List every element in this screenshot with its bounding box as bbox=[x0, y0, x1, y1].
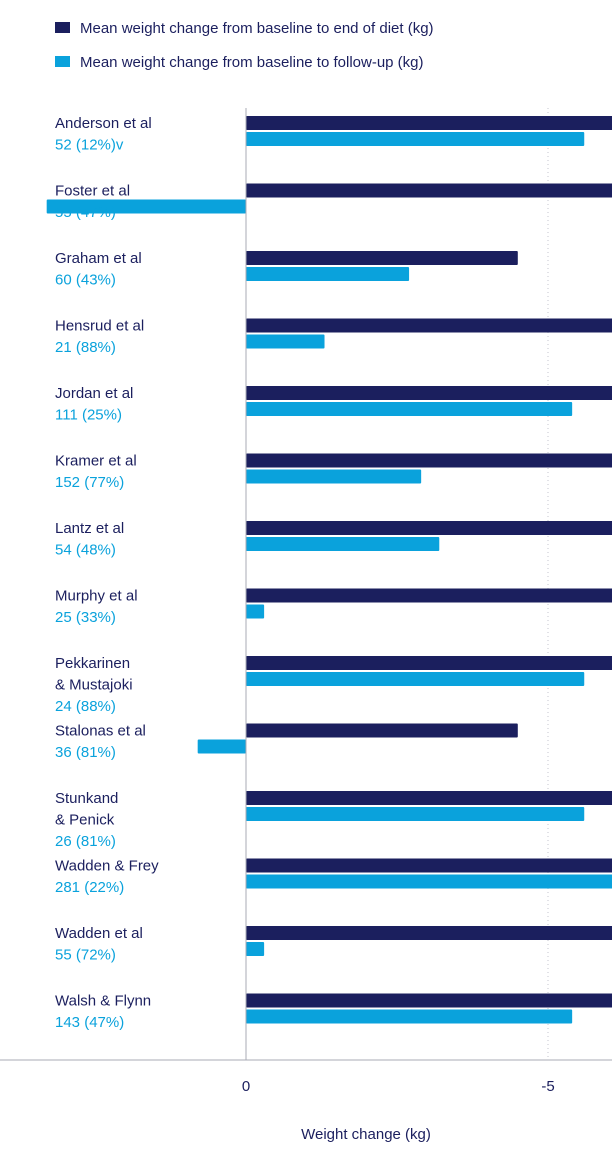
bars bbox=[46, 116, 612, 1024]
study-sample-size: 25 (33%) bbox=[55, 609, 116, 626]
study-name: & Mustajoki bbox=[55, 677, 133, 694]
x-tick-label: 0 bbox=[242, 1078, 250, 1095]
study-sample-size: 21 (88%) bbox=[55, 339, 116, 356]
bar-end-of-diet bbox=[246, 858, 612, 873]
study-name: Murphy et al bbox=[55, 588, 138, 605]
bar-follow-up bbox=[246, 537, 440, 551]
bar-follow-up bbox=[246, 672, 585, 686]
study-name: Stunkand bbox=[55, 790, 118, 807]
bar-end-of-diet bbox=[246, 656, 612, 670]
bar-end-of-diet bbox=[246, 453, 612, 468]
bar-end-of-diet bbox=[246, 251, 518, 265]
bar-follow-up bbox=[246, 469, 422, 484]
bar-follow-up bbox=[246, 807, 585, 821]
bar-follow-up bbox=[246, 942, 265, 956]
study-sample-size: 36 (81%) bbox=[55, 744, 116, 761]
bar-follow-up bbox=[246, 874, 612, 889]
bar-end-of-diet bbox=[246, 723, 518, 738]
study-name: Pekkarinen bbox=[55, 655, 130, 672]
bar-end-of-diet bbox=[246, 183, 612, 198]
x-axis-title: Weight change (kg) bbox=[301, 1126, 431, 1143]
study-labels: Anderson et al 52 (12%)v Foster et al 55 (4… bbox=[55, 115, 159, 1031]
bar-end-of-diet bbox=[246, 926, 612, 940]
x-tick-label: -5 bbox=[541, 1078, 554, 1095]
study-sample-size: 143 (47%) bbox=[55, 1014, 124, 1031]
study-sample-size: 152 (77%) bbox=[55, 474, 124, 491]
bar-end-of-diet bbox=[246, 386, 612, 400]
bar-follow-up bbox=[246, 604, 265, 619]
study-sample-size: 60 (43%) bbox=[55, 272, 116, 289]
bar-end-of-diet bbox=[246, 993, 612, 1008]
legend: Mean weight change from baseline to end … bbox=[55, 20, 434, 71]
x-axis: 50-5-10-15-20-25-30 bbox=[0, 108, 612, 1095]
legend-swatch-end-of-diet bbox=[55, 22, 70, 33]
study-name: Stalonas et al bbox=[55, 723, 146, 740]
legend-label-follow-up: Mean weight change from baseline to foll… bbox=[80, 54, 424, 71]
bar-end-of-diet bbox=[246, 116, 612, 130]
study-name: Walsh & Flynn bbox=[55, 993, 151, 1010]
bar-end-of-diet bbox=[246, 318, 612, 333]
study-sample-size: 55 (47%) bbox=[55, 204, 116, 221]
study-name: Anderson et al bbox=[55, 115, 152, 132]
bar-end-of-diet bbox=[246, 791, 612, 805]
study-sample-size: 52 (12%)v bbox=[55, 137, 124, 154]
study-name: Graham et al bbox=[55, 250, 142, 267]
bar-follow-up bbox=[246, 1009, 573, 1024]
study-sample-size: 54 (48%) bbox=[55, 542, 116, 559]
study-name: Wadden & Frey bbox=[55, 858, 159, 875]
study-sample-size: 55 (72%) bbox=[55, 947, 116, 964]
study-name: Jordan et al bbox=[55, 385, 133, 402]
study-sample-size: 26 (81%) bbox=[55, 833, 116, 850]
study-name: Foster et al bbox=[55, 183, 130, 200]
study-sample-size: 281 (22%) bbox=[55, 879, 124, 896]
study-name: Hensrud et al bbox=[55, 318, 144, 335]
study-name: & Penick bbox=[55, 812, 115, 829]
gridlines bbox=[547, 108, 549, 1060]
study-name: Kramer et al bbox=[55, 453, 137, 470]
bar-follow-up bbox=[246, 402, 573, 416]
bar-follow-up bbox=[197, 739, 246, 754]
study-name: Wadden et al bbox=[55, 925, 143, 942]
legend-swatch-follow-up bbox=[55, 56, 70, 67]
bar-follow-up bbox=[246, 132, 585, 146]
bar-follow-up bbox=[246, 267, 410, 281]
bar-follow-up bbox=[46, 199, 247, 214]
legend-label-end-of-diet: Mean weight change from baseline to end … bbox=[80, 20, 434, 37]
bar-follow-up bbox=[246, 334, 325, 349]
study-name: Lantz et al bbox=[55, 520, 124, 537]
study-sample-size: 24 (88%) bbox=[55, 698, 116, 715]
bar-end-of-diet bbox=[246, 521, 612, 535]
bar-end-of-diet bbox=[246, 588, 612, 603]
study-sample-size: 111 (25%) bbox=[55, 407, 122, 424]
